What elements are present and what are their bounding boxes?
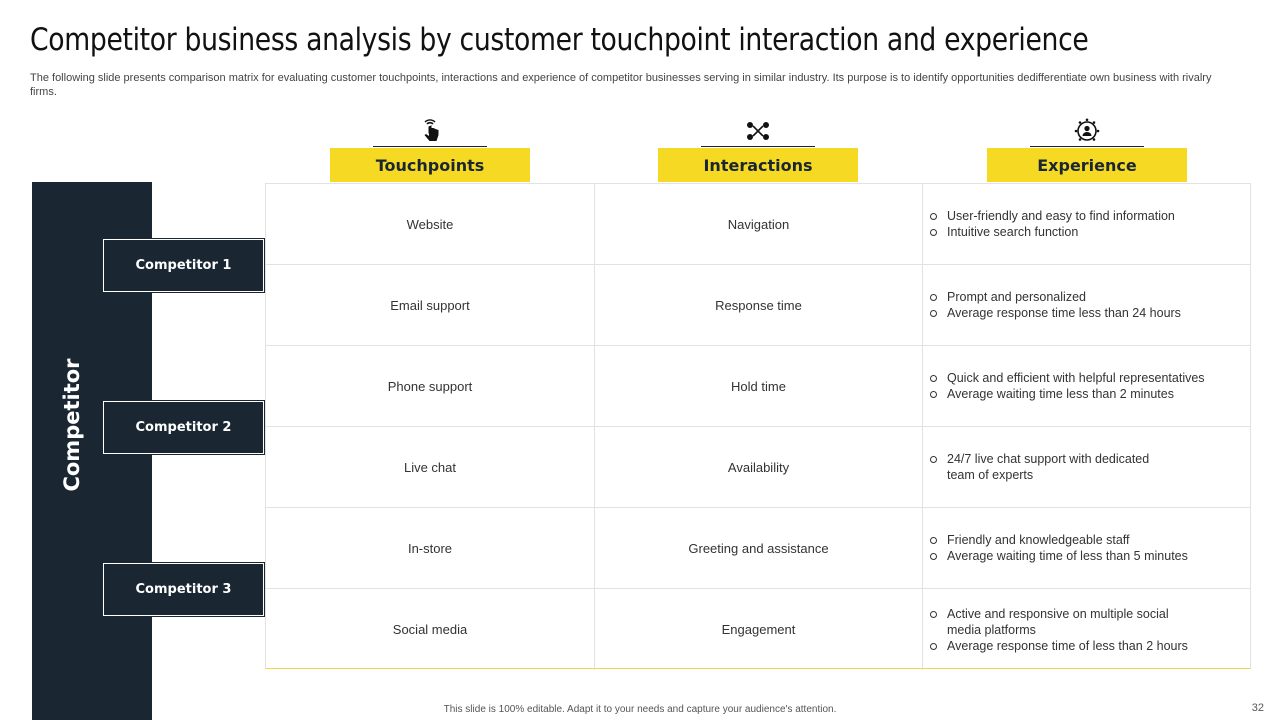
people-group-icon xyxy=(1073,118,1101,144)
experience-item: Friendly and knowledgeable staff xyxy=(929,532,1188,548)
experience-list: Prompt and personalized Average response… xyxy=(929,289,1181,321)
comparison-matrix: Website Navigation User-friendly and eas… xyxy=(265,183,1251,670)
column-header-rule xyxy=(1030,146,1144,147)
experience-cell: 24/7 live chat support with dedicated te… xyxy=(923,427,1250,507)
experience-cell: User-friendly and easy to find informati… xyxy=(923,184,1250,264)
experience-cell: Prompt and personalized Average response… xyxy=(923,265,1250,345)
column-header-label: Touchpoints xyxy=(330,148,530,182)
experience-list: Friendly and knowledgeable staff Average… xyxy=(929,532,1188,564)
touchpoint-cell: Social media xyxy=(266,589,595,670)
touchpoint-cell: Website xyxy=(266,184,595,264)
experience-list: User-friendly and easy to find informati… xyxy=(929,208,1175,240)
interaction-cell: Navigation xyxy=(595,184,923,264)
experience-item: Average waiting time of less than 5 minu… xyxy=(929,548,1188,564)
touchpoint-cell: In-store xyxy=(266,508,595,588)
touchpoint-cell: Phone support xyxy=(266,346,595,426)
footer-note: This slide is 100% editable. Adapt it to… xyxy=(443,704,837,715)
competitor-sidebar-label: Competitor xyxy=(60,358,84,492)
interaction-cell: Engagement xyxy=(595,589,923,670)
experience-list: Quick and efficient with helpful represe… xyxy=(929,370,1205,402)
table-row: Social media Engagement Active and respo… xyxy=(266,589,1250,670)
column-header-label: Experience xyxy=(987,148,1187,182)
experience-cell: Quick and efficient with helpful represe… xyxy=(923,346,1250,426)
table-row: Live chat Availability 24/7 live chat su… xyxy=(266,427,1250,508)
experience-item: Average response time of less than 2 hou… xyxy=(929,638,1189,654)
column-header-label: Interactions xyxy=(658,148,858,182)
network-icon xyxy=(744,118,772,144)
interaction-cell: Greeting and assistance xyxy=(595,508,923,588)
experience-cell: Friendly and knowledgeable staff Average… xyxy=(923,508,1250,588)
experience-list: Active and responsive on multiple social… xyxy=(929,606,1189,654)
experience-item: Quick and efficient with helpful represe… xyxy=(929,370,1205,386)
interaction-cell: Response time xyxy=(595,265,923,345)
experience-list: 24/7 live chat support with dedicated te… xyxy=(929,451,1169,483)
experience-item: Average response time less than 24 hours xyxy=(929,305,1181,321)
competitor-2-box: Competitor 2 xyxy=(102,400,265,455)
interaction-cell: Hold time xyxy=(595,346,923,426)
table-row: In-store Greeting and assistance Friendl… xyxy=(266,508,1250,589)
experience-item: Active and responsive on multiple social… xyxy=(929,606,1189,638)
interaction-cell: Availability xyxy=(595,427,923,507)
experience-cell: Active and responsive on multiple social… xyxy=(923,589,1250,670)
experience-item: 24/7 live chat support with dedicated te… xyxy=(929,451,1169,483)
table-row: Phone support Hold time Quick and effici… xyxy=(266,346,1250,427)
table-row: Email support Response time Prompt and p… xyxy=(266,265,1250,346)
column-header-rule xyxy=(701,146,815,147)
column-header-interactions: Interactions xyxy=(658,118,858,182)
page-number: 32 xyxy=(1251,702,1264,714)
experience-item: Prompt and personalized xyxy=(929,289,1181,305)
competitor-1-box: Competitor 1 xyxy=(102,238,265,293)
touchpoint-cell: Live chat xyxy=(266,427,595,507)
experience-item: User-friendly and easy to find informati… xyxy=(929,208,1175,224)
column-header-touchpoints: Touchpoints xyxy=(330,118,530,182)
touch-hand-icon xyxy=(416,118,444,144)
page-title: Competitor business analysis by customer… xyxy=(30,22,1089,58)
competitor-3-box: Competitor 3 xyxy=(102,562,265,617)
column-header-experience: Experience xyxy=(987,118,1187,182)
page-subtitle: The following slide presents comparison … xyxy=(30,72,1212,98)
table-row: Website Navigation User-friendly and eas… xyxy=(266,184,1250,265)
touchpoint-cell: Email support xyxy=(266,265,595,345)
experience-item: Average waiting time less than 2 minutes xyxy=(929,386,1205,402)
column-header-rule xyxy=(373,146,487,147)
experience-item: Intuitive search function xyxy=(929,224,1175,240)
